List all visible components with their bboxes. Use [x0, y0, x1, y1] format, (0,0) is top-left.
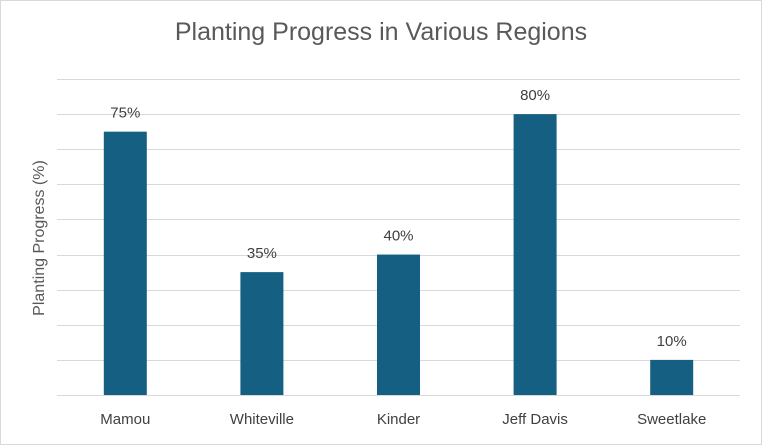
data-label: 10%: [657, 333, 687, 350]
bars: [103, 114, 694, 395]
bar-jeff-davis: [513, 114, 557, 395]
bar-whiteville: [240, 272, 284, 395]
x-tick-label: Kinder: [377, 411, 420, 428]
data-label: 40%: [383, 228, 413, 245]
x-tick-label: Jeff Davis: [502, 411, 568, 428]
bar-sweetlake: [650, 359, 694, 395]
data-label: 75%: [110, 105, 140, 122]
data-label: 35%: [247, 245, 277, 262]
bar-kinder: [377, 254, 420, 395]
bar-mamou: [103, 131, 147, 395]
data-labels: 75% 35% 40% 80% 10%: [110, 87, 686, 350]
data-label: 80%: [520, 87, 550, 104]
x-tick-label: Whiteville: [230, 411, 294, 428]
x-tick-label: Sweetlake: [637, 411, 706, 428]
x-tick-label: Mamou: [100, 411, 150, 428]
chart-title: Planting Progress in Various Regions: [174, 18, 588, 46]
x-tick-labels: Mamou Whiteville Kinder Jeff Davis Sweetlake: [100, 411, 706, 428]
